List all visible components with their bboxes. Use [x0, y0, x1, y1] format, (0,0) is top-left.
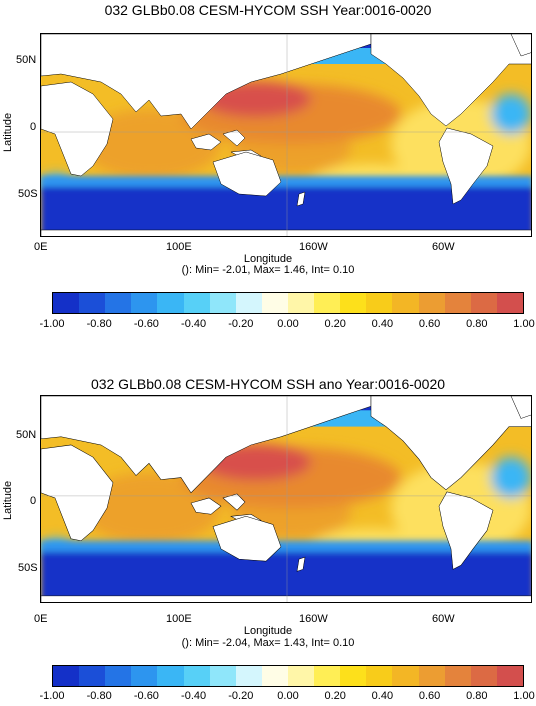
colorbar-swatch [131, 666, 158, 686]
colorbar-swatch [261, 666, 288, 686]
colorbar-swatch [261, 293, 288, 313]
colorbar-tick-label: -0.20 [228, 318, 254, 330]
colorbar-swatch [496, 666, 523, 686]
colorbar-swatch [287, 666, 315, 686]
panel-2-colorbar [52, 665, 524, 687]
panel-1-ytick-50n: 50N [16, 54, 37, 66]
colorbar-swatch [209, 666, 236, 686]
panel-1-ssh-field [41, 34, 532, 237]
colorbar-swatch [314, 666, 341, 686]
colorbar-swatch [53, 666, 80, 686]
colorbar-swatch [392, 293, 419, 313]
colorbar-swatch [470, 293, 497, 313]
colorbar-swatch [183, 293, 210, 313]
colorbar-swatch [366, 293, 393, 313]
panel-2-ssh-field [41, 396, 532, 603]
colorbar-tick-label: 0.80 [466, 690, 488, 702]
panel-2-ytick-50n: 50N [16, 429, 37, 441]
panel-1-xtick-0e: 0E [34, 241, 48, 253]
panel-1-colorbar [52, 292, 524, 314]
colorbar-swatch [287, 293, 315, 313]
colorbar-tick-label: 0.80 [466, 318, 488, 330]
colorbar-tick-label: -0.80 [86, 690, 112, 702]
colorbar-tick-label: -0.40 [181, 690, 207, 702]
colorbar-tick-label: 0.60 [418, 318, 441, 330]
panel-2-xtick-60w: 60W [432, 613, 455, 625]
colorbar-swatch [79, 293, 106, 313]
colorbar-swatch [235, 293, 262, 313]
panel-2-colorbar-labels: -1.00 -0.80 -0.60 -0.40 -0.20 0.00 0.20 0.40 0.6… [39, 690, 534, 702]
colorbar-swatch [314, 293, 341, 313]
panel-1-map [40, 33, 532, 237]
colorbar-swatch [496, 293, 523, 313]
panel-1-title: 032 GLBb0.08 CESM-HYCOM SSH Year:0016-00… [104, 2, 432, 18]
panel-1-stats: (): Min= -2.01, Max= 1.46, Int= 0.10 [181, 264, 355, 276]
colorbar-swatch [157, 666, 184, 686]
colorbar-swatch [340, 293, 367, 313]
colorbar-tick-label: -0.80 [86, 318, 112, 330]
panel-1-ytick-50s: 50S [18, 188, 38, 200]
panel-2-stats: (): Min= -2.04, Max= 1.43, Int= 0.10 [181, 637, 355, 649]
colorbar-swatch [105, 666, 132, 686]
colorbar-tick-label: 0.00 [277, 318, 299, 330]
colorbar-swatch [444, 666, 471, 686]
colorbar-tick-label: -1.00 [39, 318, 65, 330]
panel-2-xtick-0e: 0E [34, 613, 48, 625]
colorbar-tick-label: 1.00 [513, 318, 535, 330]
colorbar-swatch [105, 293, 132, 313]
colorbar-tick-label: -0.40 [181, 318, 207, 330]
panel-2-ytick-0: 0 [30, 495, 37, 507]
colorbar-swatch [444, 293, 471, 313]
colorbar-swatch [235, 666, 262, 686]
colorbar-swatch [209, 293, 236, 313]
panel-1-xlabel: Longitude [243, 253, 293, 265]
colorbar-swatch [340, 666, 367, 686]
panel-2-ylabel: Latitude [2, 480, 14, 520]
panel-2-xtick-100e: 100E [166, 613, 192, 625]
colorbar-tick-label: 0.40 [371, 318, 394, 330]
colorbar-tick-label: 0.20 [324, 318, 346, 330]
panel-2-xlabel: Longitude [243, 625, 293, 637]
panel-1-ytick-0: 0 [30, 121, 37, 133]
panel-2-xtick-160w: 160W [299, 613, 328, 625]
colorbar-tick-label: 0.40 [371, 690, 394, 702]
colorbar-swatch [470, 666, 497, 686]
colorbar-swatch [157, 293, 184, 313]
panel-1-xtick-100e: 100E [166, 241, 192, 253]
colorbar-swatch [418, 293, 445, 313]
panel-2-ytick-50s: 50S [18, 562, 38, 574]
colorbar-tick-label: 0.20 [324, 690, 346, 702]
colorbar-swatch [53, 293, 80, 313]
colorbar-tick-label: 1.00 [513, 690, 535, 702]
colorbar-tick-label: -0.60 [133, 318, 159, 330]
colorbar-swatch [131, 293, 158, 313]
colorbar-tick-label: -0.60 [133, 690, 159, 702]
colorbar-swatch [418, 666, 445, 686]
colorbar-tick-label: -1.00 [39, 690, 65, 702]
colorbar-tick-label: 0.60 [418, 690, 441, 702]
colorbar-tick-label: 0.00 [277, 690, 299, 702]
panel-1-xtick-60w: 60W [432, 241, 455, 253]
colorbar-swatch [392, 666, 419, 686]
colorbar-tick-label: -0.20 [228, 690, 254, 702]
colorbar-swatch [79, 666, 106, 686]
panel-2-title: 032 GLBb0.08 CESM-HYCOM SSH ano Year:001… [90, 376, 446, 392]
colorbar-swatch [183, 666, 210, 686]
panel-1-ylabel: Latitude [2, 112, 14, 152]
panel-1-xtick-160w: 160W [299, 241, 328, 253]
panel-2-map [40, 395, 532, 603]
colorbar-swatch [366, 666, 393, 686]
panel-1-colorbar-labels: -1.00 -0.80 -0.60 -0.40 -0.20 0.00 0.20 0.40 0.6… [39, 318, 534, 330]
